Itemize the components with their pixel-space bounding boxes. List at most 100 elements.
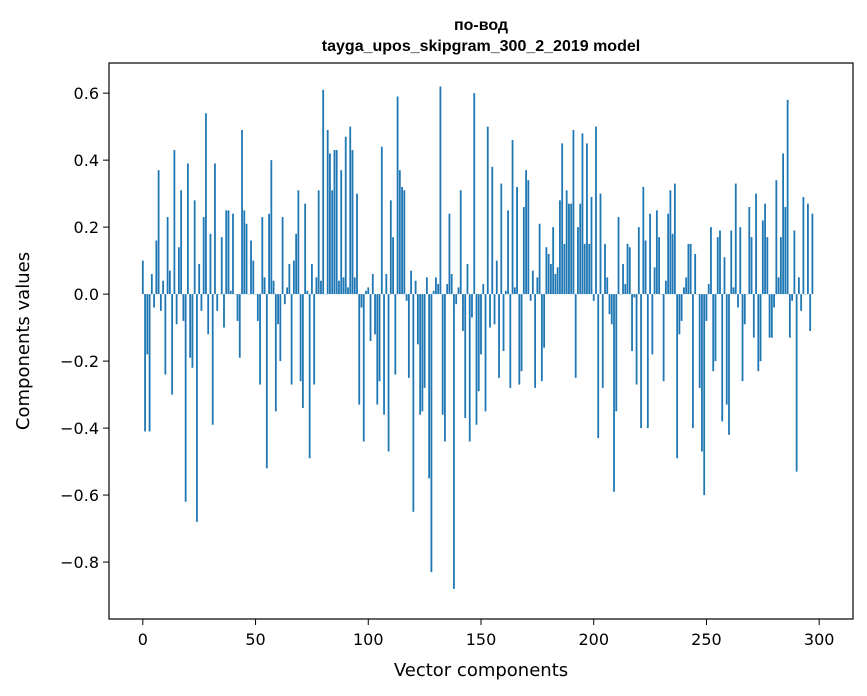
- bar: [441, 294, 444, 415]
- bar: [376, 294, 379, 405]
- bar: [750, 237, 753, 295]
- bar: [475, 294, 478, 425]
- bar: [633, 294, 636, 298]
- bar: [734, 183, 737, 295]
- bar: [281, 217, 284, 295]
- bar: [716, 237, 719, 295]
- bar: [155, 240, 158, 295]
- bar: [261, 217, 264, 295]
- bar: [453, 294, 455, 589]
- bar: [274, 294, 277, 412]
- bar: [259, 294, 261, 385]
- bar: [362, 294, 365, 442]
- bar: [622, 263, 624, 295]
- bar: [545, 247, 548, 295]
- bar: [561, 143, 564, 295]
- bar: [473, 93, 476, 295]
- bar: [597, 294, 600, 439]
- bar: [601, 294, 604, 388]
- bar: [811, 213, 814, 295]
- bar: [317, 190, 320, 295]
- bar: [498, 294, 500, 378]
- bar: [141, 260, 144, 295]
- bar: [504, 290, 507, 295]
- bar: [166, 217, 169, 295]
- bar: [788, 294, 791, 338]
- bar: [590, 196, 593, 295]
- bar: [507, 210, 509, 295]
- y-axis-label: Components values: [13, 252, 34, 430]
- bar: [394, 294, 397, 375]
- bar: [637, 227, 640, 295]
- bar: [588, 243, 591, 295]
- bar: [252, 260, 255, 295]
- bar: [624, 284, 627, 295]
- bar: [495, 260, 498, 295]
- bar: [320, 280, 322, 295]
- bar: [146, 294, 149, 355]
- bar: [425, 277, 428, 295]
- bar: [263, 277, 266, 295]
- bar: [423, 294, 426, 388]
- bar: [572, 129, 575, 295]
- bar: [520, 294, 523, 372]
- bar: [581, 133, 584, 295]
- bar: [419, 294, 422, 415]
- bar: [770, 294, 773, 338]
- bar: [477, 294, 480, 392]
- bar: [728, 294, 730, 435]
- bar: [802, 196, 805, 295]
- bar: [662, 294, 665, 382]
- bar: [299, 294, 302, 382]
- bar: [509, 294, 512, 388]
- bar: [448, 213, 451, 295]
- bar: [308, 294, 311, 459]
- bar: [500, 183, 503, 295]
- bar: [268, 213, 270, 295]
- bar: [225, 210, 228, 295]
- bar: [705, 294, 708, 321]
- bar: [378, 294, 381, 382]
- bar: [171, 294, 174, 395]
- bar: [159, 294, 162, 311]
- bar: [428, 294, 431, 479]
- plot-area-frame: [108, 62, 854, 620]
- bar: [290, 294, 293, 385]
- bar: [687, 243, 690, 295]
- bar: [536, 277, 539, 295]
- bar: [491, 166, 494, 295]
- bar: [344, 136, 347, 295]
- bar: [421, 294, 424, 412]
- bar: [301, 294, 304, 408]
- bar: [335, 150, 338, 295]
- bar: [306, 290, 309, 295]
- bar: [755, 193, 757, 295]
- y-tick-label: −0.2: [60, 352, 99, 371]
- y-tick-label: 0.2: [74, 218, 99, 237]
- bar: [191, 294, 194, 368]
- bar: [748, 207, 751, 295]
- bar: [809, 294, 812, 331]
- bar: [184, 294, 187, 502]
- bar: [200, 294, 203, 311]
- bar: [480, 294, 482, 355]
- bar: [175, 294, 178, 325]
- bar: [205, 113, 207, 295]
- bar: [295, 233, 298, 295]
- x-tick-label: 0: [138, 630, 148, 649]
- bar: [304, 203, 307, 295]
- bar: [628, 247, 631, 295]
- bar: [549, 263, 552, 295]
- bar: [245, 223, 248, 295]
- bar: [606, 277, 609, 295]
- bar: [667, 213, 670, 295]
- x-tick-label: 150: [466, 630, 497, 649]
- bar: [398, 170, 401, 295]
- chart-title-line-2: tayga_upos_skipgram_300_2_2019 model: [322, 38, 640, 55]
- bar: [243, 210, 246, 295]
- bar: [468, 294, 471, 442]
- bar: [202, 217, 205, 295]
- bar: [570, 203, 573, 295]
- bar: [193, 200, 196, 295]
- bar: [615, 294, 618, 412]
